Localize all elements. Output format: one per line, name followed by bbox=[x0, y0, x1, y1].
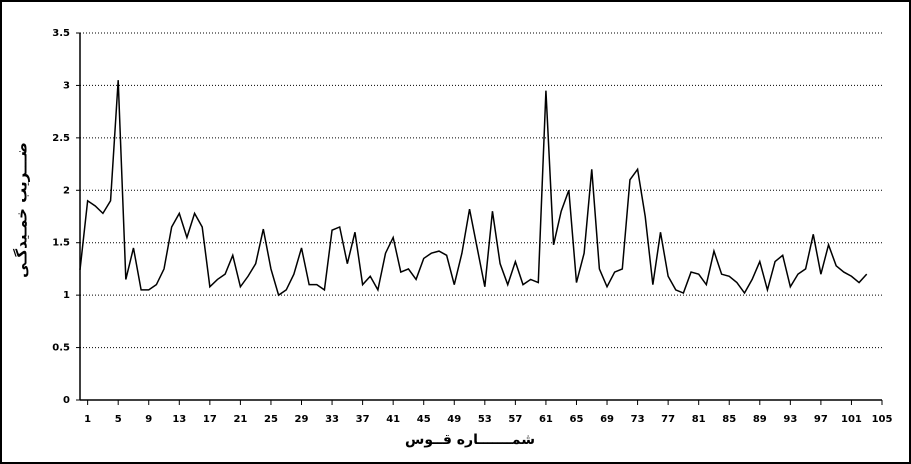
y-tick-label: 1.5 bbox=[52, 238, 70, 249]
x-tick-label: 49 bbox=[447, 414, 461, 425]
x-tick-label: 61 bbox=[539, 414, 553, 425]
x-tick-label: 53 bbox=[478, 414, 492, 425]
x-tick-label: 97 bbox=[814, 414, 828, 425]
x-tick-label: 101 bbox=[841, 414, 862, 425]
x-tick-label: 13 bbox=[172, 414, 186, 425]
x-tick-label: 41 bbox=[386, 414, 400, 425]
x-tick-label: 37 bbox=[356, 414, 370, 425]
y-tick-label: 1 bbox=[63, 290, 70, 301]
y-tick-label: 0.5 bbox=[52, 343, 70, 354]
x-tick-label: 57 bbox=[508, 414, 522, 425]
x-tick-label: 17 bbox=[203, 414, 217, 425]
y-axis-label: ضـــريب خمـيدگـی bbox=[13, 142, 31, 278]
x-tick-label: 33 bbox=[325, 414, 339, 425]
y-tick-label: 0 bbox=[63, 395, 70, 406]
y-tick-label: 2 bbox=[63, 185, 70, 196]
x-tick-label: 77 bbox=[661, 414, 675, 425]
x-tick-label: 85 bbox=[722, 414, 736, 425]
x-tick-label: 65 bbox=[570, 414, 584, 425]
x-tick-label: 81 bbox=[692, 414, 706, 425]
x-tick-label: 73 bbox=[631, 414, 645, 425]
y-tick-label: 2.5 bbox=[52, 133, 70, 144]
x-tick-label: 25 bbox=[264, 414, 278, 425]
x-tick-label: 21 bbox=[233, 414, 247, 425]
x-tick-label: 93 bbox=[783, 414, 797, 425]
x-tick-label: 29 bbox=[295, 414, 309, 425]
x-tick-label: 89 bbox=[753, 414, 767, 425]
data-line bbox=[79, 80, 868, 297]
y-tick-label: 3 bbox=[63, 80, 70, 91]
x-axis-label: شمـــــــاره قــوس bbox=[405, 432, 535, 448]
x-tick-label: 69 bbox=[600, 414, 614, 425]
y-tick-label: 3.5 bbox=[52, 28, 70, 39]
x-tick-label: 105 bbox=[872, 414, 893, 425]
x-tick-label: 1 bbox=[84, 414, 91, 425]
x-tick-label: 9 bbox=[145, 414, 152, 425]
x-tick-label: 45 bbox=[417, 414, 431, 425]
x-tick-label: 5 bbox=[115, 414, 122, 425]
